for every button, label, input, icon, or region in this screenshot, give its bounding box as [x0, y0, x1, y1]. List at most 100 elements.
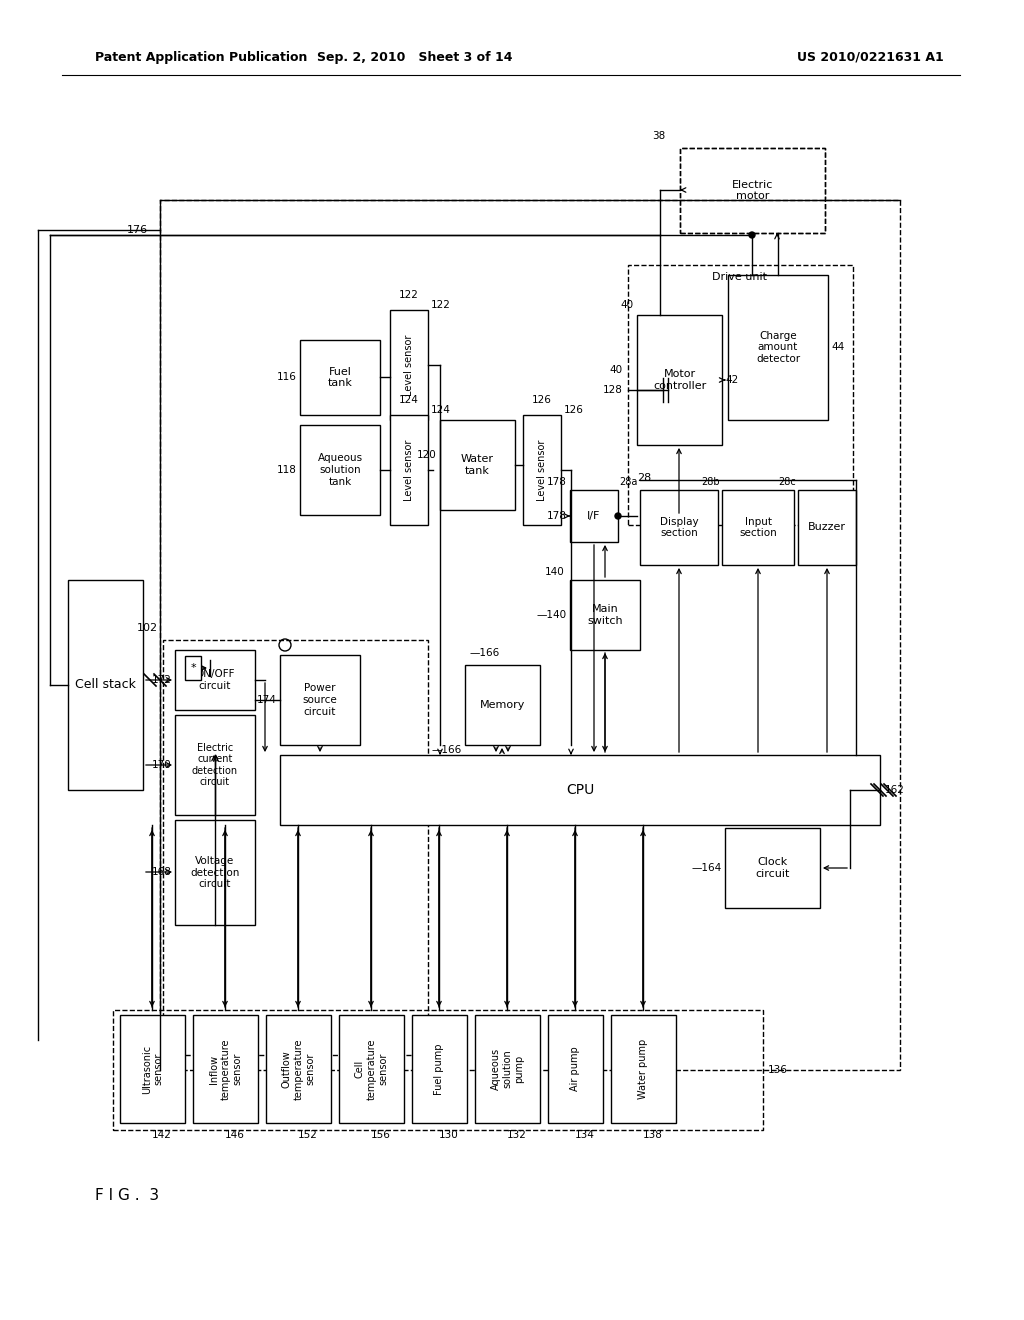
Text: 168: 168 — [153, 867, 172, 876]
Text: 44: 44 — [831, 342, 844, 352]
Text: Aqueous
solution
pump: Aqueous solution pump — [490, 1048, 524, 1090]
FancyBboxPatch shape — [390, 310, 428, 420]
Text: 128: 128 — [603, 385, 623, 395]
Text: 38: 38 — [651, 131, 665, 141]
Text: 120: 120 — [417, 450, 437, 459]
Text: 42: 42 — [725, 375, 738, 385]
FancyBboxPatch shape — [637, 315, 722, 445]
Text: 178: 178 — [547, 511, 567, 521]
Text: Aqueous
solution
tank: Aqueous solution tank — [317, 453, 362, 487]
Text: Display
section: Display section — [659, 516, 698, 539]
FancyBboxPatch shape — [280, 655, 360, 744]
Text: —166: —166 — [432, 744, 462, 755]
FancyBboxPatch shape — [193, 1015, 258, 1123]
FancyBboxPatch shape — [68, 579, 143, 789]
Text: 152: 152 — [298, 1130, 317, 1140]
Text: Fuel pump: Fuel pump — [434, 1043, 444, 1094]
Text: Cell
temperature
sensor: Cell temperature sensor — [355, 1039, 388, 1100]
FancyBboxPatch shape — [175, 820, 255, 925]
Text: Cell stack: Cell stack — [75, 678, 136, 692]
FancyBboxPatch shape — [280, 755, 880, 825]
Text: Fuel
tank: Fuel tank — [328, 367, 352, 388]
FancyBboxPatch shape — [339, 1015, 404, 1123]
Text: Ultrasonic
sensor: Ultrasonic sensor — [141, 1044, 163, 1093]
Text: 174: 174 — [257, 696, 278, 705]
FancyBboxPatch shape — [412, 1015, 467, 1123]
Text: I∕F: I∕F — [588, 511, 601, 521]
FancyBboxPatch shape — [120, 1015, 185, 1123]
Text: 122: 122 — [399, 290, 419, 300]
Text: 28b: 28b — [701, 477, 720, 487]
Text: 176: 176 — [127, 224, 148, 235]
Text: Sep. 2, 2010   Sheet 3 of 14: Sep. 2, 2010 Sheet 3 of 14 — [317, 50, 513, 63]
Text: 124: 124 — [399, 395, 419, 405]
FancyBboxPatch shape — [548, 1015, 603, 1123]
Text: 124: 124 — [431, 405, 451, 414]
Text: Water
tank: Water tank — [461, 454, 494, 475]
Text: Input
section: Input section — [739, 516, 777, 539]
Text: 170: 170 — [153, 760, 172, 770]
Text: Voltage
detection
circuit: Voltage detection circuit — [190, 855, 240, 890]
Text: Drive unit: Drive unit — [713, 272, 768, 282]
FancyBboxPatch shape — [175, 715, 255, 814]
Text: 178: 178 — [547, 477, 567, 487]
Text: 118: 118 — [278, 465, 297, 475]
FancyBboxPatch shape — [570, 490, 618, 543]
Text: Water pump: Water pump — [639, 1039, 648, 1100]
FancyBboxPatch shape — [570, 579, 640, 649]
FancyBboxPatch shape — [722, 490, 794, 565]
FancyBboxPatch shape — [266, 1015, 331, 1123]
Text: 172: 172 — [153, 675, 172, 685]
Text: 134: 134 — [575, 1130, 595, 1140]
FancyBboxPatch shape — [300, 341, 380, 414]
Text: Main
switch: Main switch — [587, 605, 623, 626]
Text: Air pump: Air pump — [570, 1047, 581, 1092]
Text: Level sensor: Level sensor — [537, 440, 547, 500]
FancyBboxPatch shape — [725, 828, 820, 908]
FancyBboxPatch shape — [175, 649, 255, 710]
FancyBboxPatch shape — [440, 420, 515, 510]
Text: 122: 122 — [431, 300, 451, 310]
Text: 102: 102 — [137, 623, 158, 634]
Text: 126: 126 — [564, 405, 584, 414]
FancyBboxPatch shape — [798, 490, 856, 565]
Text: —140: —140 — [537, 610, 567, 620]
Text: 126: 126 — [532, 395, 552, 405]
FancyBboxPatch shape — [300, 425, 380, 515]
FancyBboxPatch shape — [475, 1015, 540, 1123]
Text: Clock
circuit: Clock circuit — [756, 857, 790, 879]
Text: Charge
amount
detector: Charge amount detector — [756, 331, 800, 364]
Text: 130: 130 — [439, 1130, 459, 1140]
FancyBboxPatch shape — [611, 1015, 676, 1123]
Text: Level sensor: Level sensor — [404, 334, 414, 396]
Text: —166: —166 — [470, 648, 501, 657]
Text: 28: 28 — [637, 473, 651, 483]
Text: Electric
current
detection
circuit: Electric current detection circuit — [191, 743, 238, 788]
Text: Outflow
temperature
sensor: Outflow temperature sensor — [282, 1039, 315, 1100]
Text: Patent Application Publication: Patent Application Publication — [95, 50, 307, 63]
Text: F I G .  3: F I G . 3 — [95, 1188, 159, 1203]
Text: Electric
motor: Electric motor — [732, 180, 773, 201]
FancyBboxPatch shape — [640, 490, 718, 565]
Text: ON/OFF
circuit: ON/OFF circuit — [196, 669, 234, 690]
Text: Motor
controller: Motor controller — [653, 370, 707, 391]
FancyBboxPatch shape — [523, 414, 561, 525]
Text: Buzzer: Buzzer — [808, 523, 846, 532]
Text: 136: 136 — [768, 1065, 787, 1074]
Text: 140: 140 — [545, 568, 565, 577]
Text: 156: 156 — [371, 1130, 391, 1140]
Text: US 2010/0221631 A1: US 2010/0221631 A1 — [797, 50, 943, 63]
Text: 132: 132 — [507, 1130, 527, 1140]
FancyBboxPatch shape — [728, 275, 828, 420]
Text: Level sensor: Level sensor — [404, 440, 414, 500]
FancyBboxPatch shape — [465, 665, 540, 744]
Text: 146: 146 — [225, 1130, 245, 1140]
Text: *: * — [190, 663, 196, 673]
Text: —164: —164 — [692, 863, 722, 873]
Text: 28c: 28c — [778, 477, 796, 487]
Text: 40: 40 — [610, 366, 623, 375]
Text: 40: 40 — [621, 300, 634, 310]
Text: Power
source
circuit: Power source circuit — [303, 684, 337, 717]
Circle shape — [615, 513, 621, 519]
Text: 142: 142 — [152, 1130, 172, 1140]
